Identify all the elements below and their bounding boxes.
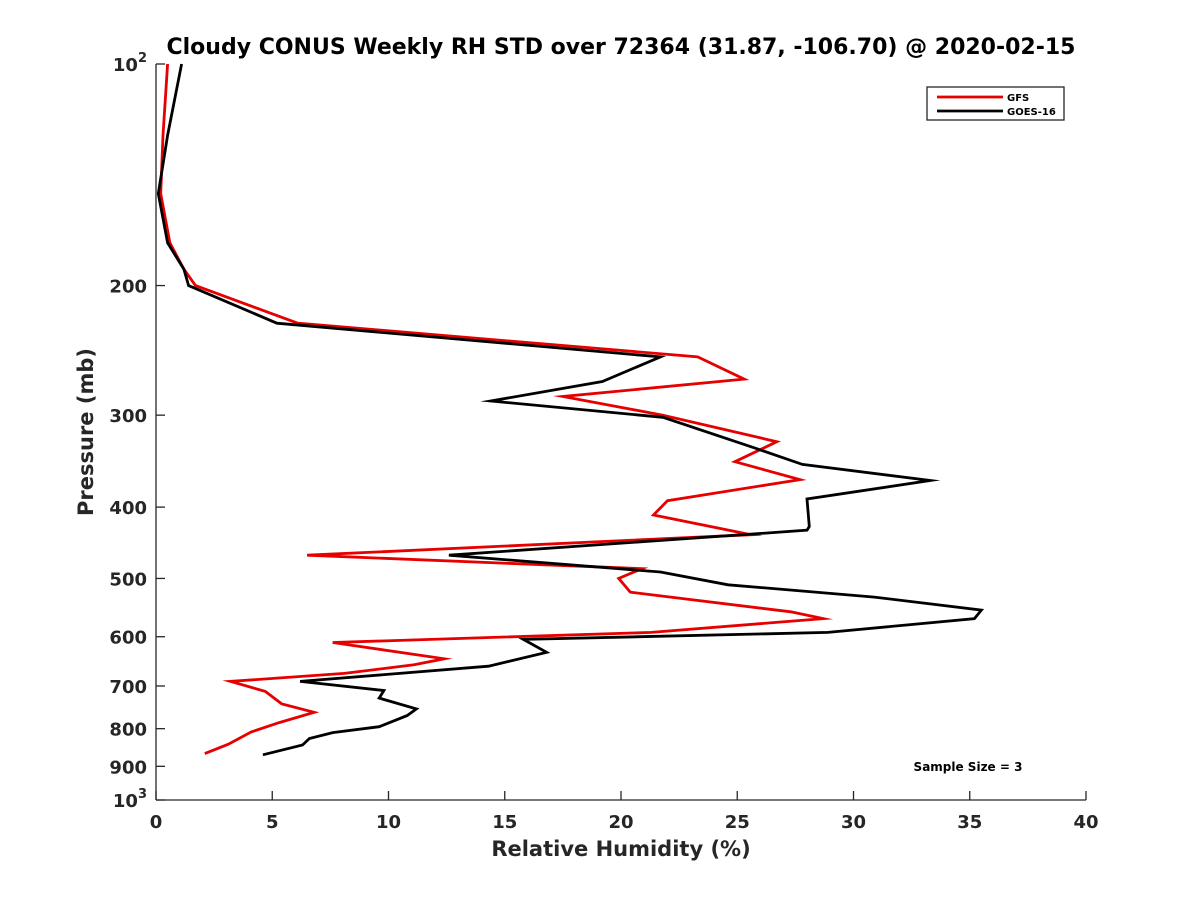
y-tick-label: 300 <box>109 406 147 427</box>
axes: 0 5 10 15 20 25 30 35 40102200300400500600700800… <box>109 51 1098 833</box>
legend-label: GOES-16 <box>1007 107 1056 118</box>
x-tick-label: 40 <box>1073 812 1098 833</box>
legend-label: GFS <box>1007 93 1029 104</box>
series-layer <box>156 63 985 757</box>
legend-box <box>926 86 1065 121</box>
y-tick-label: 500 <box>109 569 147 590</box>
x-axis-label: Relative Humidity (%) <box>491 837 750 861</box>
y-tick-label: 700 <box>109 677 147 698</box>
y-tick-base: 10 <box>113 791 138 812</box>
sample-size-annotation: Sample Size = 3 <box>914 760 1023 774</box>
x-tick-label: 20 <box>608 812 633 833</box>
series-line-goes-16 <box>156 63 985 757</box>
x-tick-label: 30 <box>841 812 866 833</box>
x-tick-label: 5 <box>266 812 279 833</box>
y-tick-label: 200 <box>109 277 147 298</box>
y-axis-label: Pressure (mb) <box>74 348 98 516</box>
series-line-gfs <box>159 63 834 755</box>
y-tick-exponent: 3 <box>138 787 147 802</box>
chart-title: Cloudy CONUS Weekly RH STD over 72364 (3… <box>167 35 1076 60</box>
x-tick-label: 35 <box>957 812 982 833</box>
y-tick-label: 400 <box>109 498 147 519</box>
x-tick-label: 10 <box>376 812 401 833</box>
y-tick-label: 102 <box>113 51 147 76</box>
legend: GFS GOES-16 <box>926 86 1065 121</box>
x-tick-label: 25 <box>725 812 750 833</box>
y-tick-label: 900 <box>109 757 147 778</box>
x-tick-label: 0 <box>150 812 163 833</box>
y-tick-label: 600 <box>109 628 147 649</box>
y-tick-exponent: 2 <box>138 51 147 66</box>
y-tick-label: 103 <box>113 787 147 812</box>
y-tick-base: 10 <box>113 55 138 76</box>
y-tick-label: 800 <box>109 720 147 741</box>
x-tick-label: 15 <box>492 812 517 833</box>
